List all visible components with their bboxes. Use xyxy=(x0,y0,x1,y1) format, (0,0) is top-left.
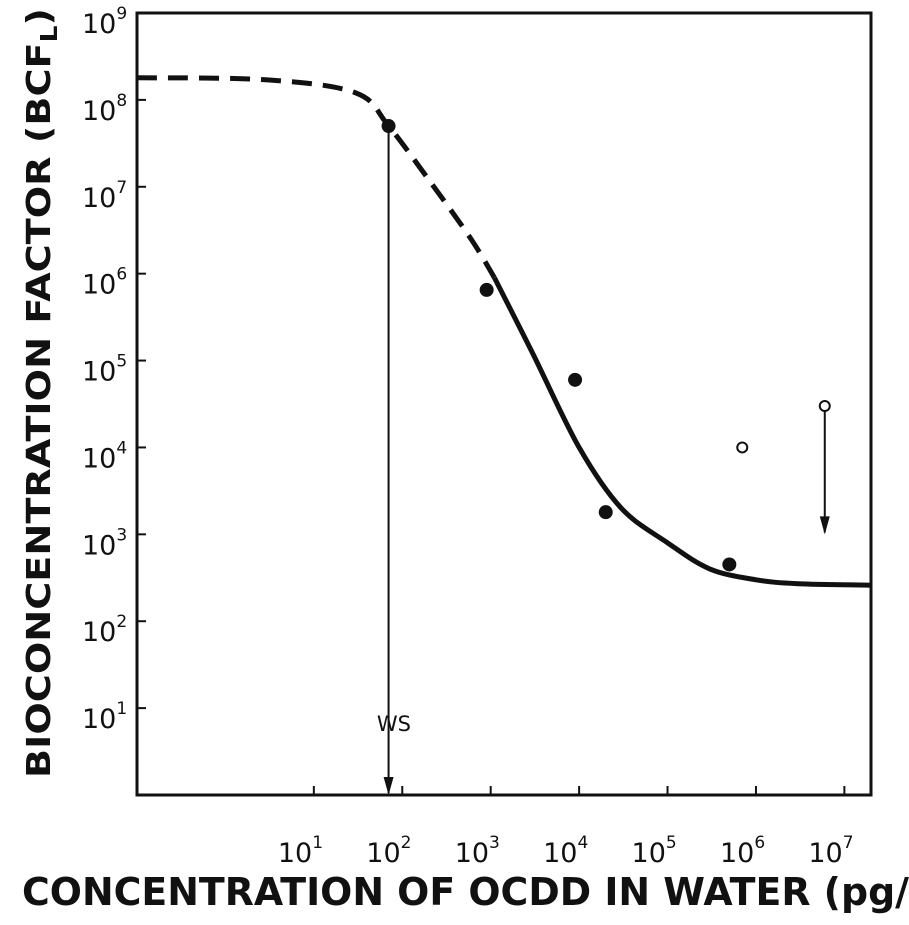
x-tick-label: 104 xyxy=(543,833,588,869)
y-tick-label: 101 xyxy=(82,699,127,735)
y-tick-label: 109 xyxy=(82,4,127,40)
ws-label: WS xyxy=(377,712,411,736)
x-tick-label: 106 xyxy=(720,833,765,869)
plot-frame xyxy=(135,11,873,797)
ws-arrow-head xyxy=(383,777,394,795)
fit-curve-solid xyxy=(492,276,872,588)
data-point-filled xyxy=(381,119,396,134)
y-tick-label: 102 xyxy=(82,612,127,648)
x-tick-label: 102 xyxy=(366,833,411,869)
y-tick-label: 103 xyxy=(82,525,127,561)
y-axis-title: BIOCONCENTRATION FACTOR (BCFL) xyxy=(19,8,63,778)
data-point-filled xyxy=(568,372,583,387)
x-axis-title: CONCENTRATION OF OCDD IN WATER (pg/ xyxy=(22,870,909,914)
y-tick-label: 107 xyxy=(82,178,127,214)
data-point-filled xyxy=(479,282,494,297)
y-tick-label: 108 xyxy=(82,91,127,127)
y-tick-label: 104 xyxy=(82,438,127,474)
y-tick-label: 106 xyxy=(82,265,127,301)
point-arrow-head xyxy=(819,516,830,535)
x-tick-label: 103 xyxy=(455,833,500,869)
fit-curve-dashed xyxy=(136,75,497,279)
y-tick-label: 105 xyxy=(82,352,127,388)
data-point-filled xyxy=(722,557,737,572)
y-axis-title-close: ) xyxy=(19,8,58,25)
y-axis-title-subscript: L xyxy=(37,25,63,42)
data-point-filled xyxy=(598,505,613,520)
data-point-open xyxy=(736,441,749,454)
y-axis-title-main: BIOCONCENTRATION FACTOR (BCF xyxy=(19,42,58,778)
data-point-open xyxy=(818,399,831,412)
x-tick-label: 105 xyxy=(632,833,677,869)
x-tick-label: 101 xyxy=(278,833,323,869)
x-tick-label: 107 xyxy=(808,833,853,869)
